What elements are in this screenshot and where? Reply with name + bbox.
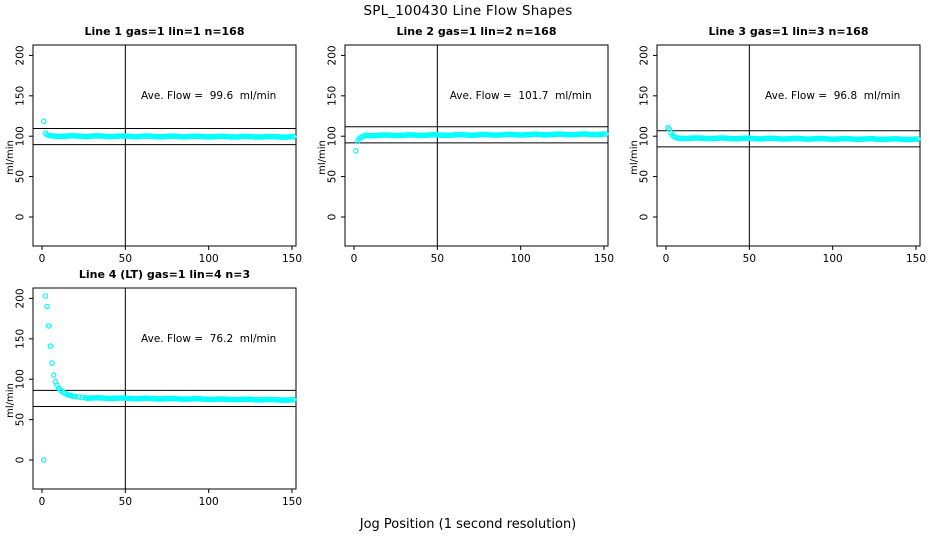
data-points xyxy=(664,124,921,143)
x-tick-label: 100 xyxy=(823,253,843,265)
data-points xyxy=(40,293,297,463)
data-point xyxy=(72,393,79,400)
x-tick-label: 0 xyxy=(39,496,46,508)
y-tick-label: 150 xyxy=(15,329,27,349)
data-point xyxy=(44,303,50,310)
data-points xyxy=(40,118,297,140)
plot-panel-line-3: Line 3 gas=1 lin=3 n=168 0 50 100 150 0 50 100 1… xyxy=(629,25,926,265)
data-point xyxy=(79,394,85,401)
y-tick-label: 50 xyxy=(327,170,339,183)
plot-border xyxy=(656,44,921,247)
y-tick-label: 100 xyxy=(15,126,27,146)
avg-flow-annotation: Ave. Flow = 96.8 ml/min xyxy=(765,90,900,102)
plot-border xyxy=(32,44,297,247)
y-tick-label: 50 xyxy=(15,413,27,426)
y-tick-label: 150 xyxy=(639,86,651,106)
data-point xyxy=(50,372,57,379)
y-axis-label: ml/min xyxy=(629,140,640,175)
panel-title: Line 1 gas=1 lin=1 n=168 xyxy=(84,25,244,38)
y-tick-label: 100 xyxy=(639,126,651,146)
y-axis-label: ml/min xyxy=(5,140,16,175)
figure-title: SPL_100430 Line Flow Shapes xyxy=(363,3,573,19)
x-tick-label: 50 xyxy=(743,253,756,265)
avg-flow-annotation: Ave. Flow = 99.6 ml/min xyxy=(141,90,276,102)
y-tick-label: 200 xyxy=(327,45,339,65)
plot-panel-line-1: Line 1 gas=1 lin=1 n=168 0 50 100 150 0 50 100 1… xyxy=(5,25,302,265)
y-tick-label: 200 xyxy=(639,45,651,65)
panel-title: Line 2 gas=1 lin=2 n=168 xyxy=(396,25,556,38)
data-point xyxy=(45,323,52,329)
y-tick-label: 150 xyxy=(15,86,27,106)
data-point xyxy=(47,343,54,349)
panel-title: Line 3 gas=1 lin=3 n=168 xyxy=(708,25,868,38)
y-tick-label: 200 xyxy=(15,288,27,308)
data-point xyxy=(42,293,49,299)
y-tick-label: 150 xyxy=(327,86,339,106)
data-point xyxy=(914,136,921,142)
avg-flow-annotation: Ave. Flow = 76.2 ml/min xyxy=(141,333,276,345)
x-tick-label: 150 xyxy=(282,253,302,265)
y-tick-label: 0 xyxy=(327,214,339,221)
avg-flow-annotation: Ave. Flow = 101.7 ml/min xyxy=(450,90,592,102)
x-tick-label: 100 xyxy=(199,496,219,508)
x-tick-label: 150 xyxy=(906,253,926,265)
data-points xyxy=(352,131,609,154)
x-tick-label: 100 xyxy=(199,253,219,265)
data-point xyxy=(352,148,359,154)
y-tick-label: 0 xyxy=(15,457,27,464)
data-point xyxy=(40,118,47,125)
data-point xyxy=(75,394,82,400)
x-tick-label: 150 xyxy=(282,496,302,508)
x-tick-label: 100 xyxy=(511,253,531,265)
data-point xyxy=(602,131,609,137)
y-tick-label: 50 xyxy=(639,170,651,183)
data-point xyxy=(290,396,297,403)
plot-border xyxy=(32,287,297,490)
y-tick-label: 100 xyxy=(15,369,27,389)
plot-border xyxy=(344,44,609,247)
y-tick-label: 0 xyxy=(639,214,651,221)
x-tick-label: 0 xyxy=(351,253,358,265)
panel-title: Line 4 (LT) gas=1 lin=4 n=3 xyxy=(79,268,250,281)
x-tick-label: 150 xyxy=(594,253,614,265)
y-axis-label: ml/min xyxy=(5,383,16,418)
x-tick-label: 50 xyxy=(431,253,444,265)
y-tick-label: 100 xyxy=(327,126,339,146)
x-tick-label: 0 xyxy=(663,253,670,265)
data-point xyxy=(290,133,297,140)
y-tick-label: 0 xyxy=(15,214,27,221)
y-axis-label: ml/min xyxy=(317,140,328,175)
x-axis-label: Jog Position (1 second resolution) xyxy=(359,517,577,532)
data-point xyxy=(40,457,47,463)
plot-panel-line-2: Line 2 gas=1 lin=2 n=168 0 50 100 150 0 50 100 1… xyxy=(317,25,614,265)
plot-panel-line-4: Line 4 (LT) gas=1 lin=4 n=3 0 50 100 150 0 50 1… xyxy=(5,268,302,508)
data-point xyxy=(49,360,55,366)
x-tick-label: 50 xyxy=(119,496,132,508)
x-tick-label: 0 xyxy=(39,253,46,265)
y-tick-label: 200 xyxy=(15,45,27,65)
y-tick-label: 50 xyxy=(15,170,27,183)
x-tick-label: 50 xyxy=(119,253,132,265)
